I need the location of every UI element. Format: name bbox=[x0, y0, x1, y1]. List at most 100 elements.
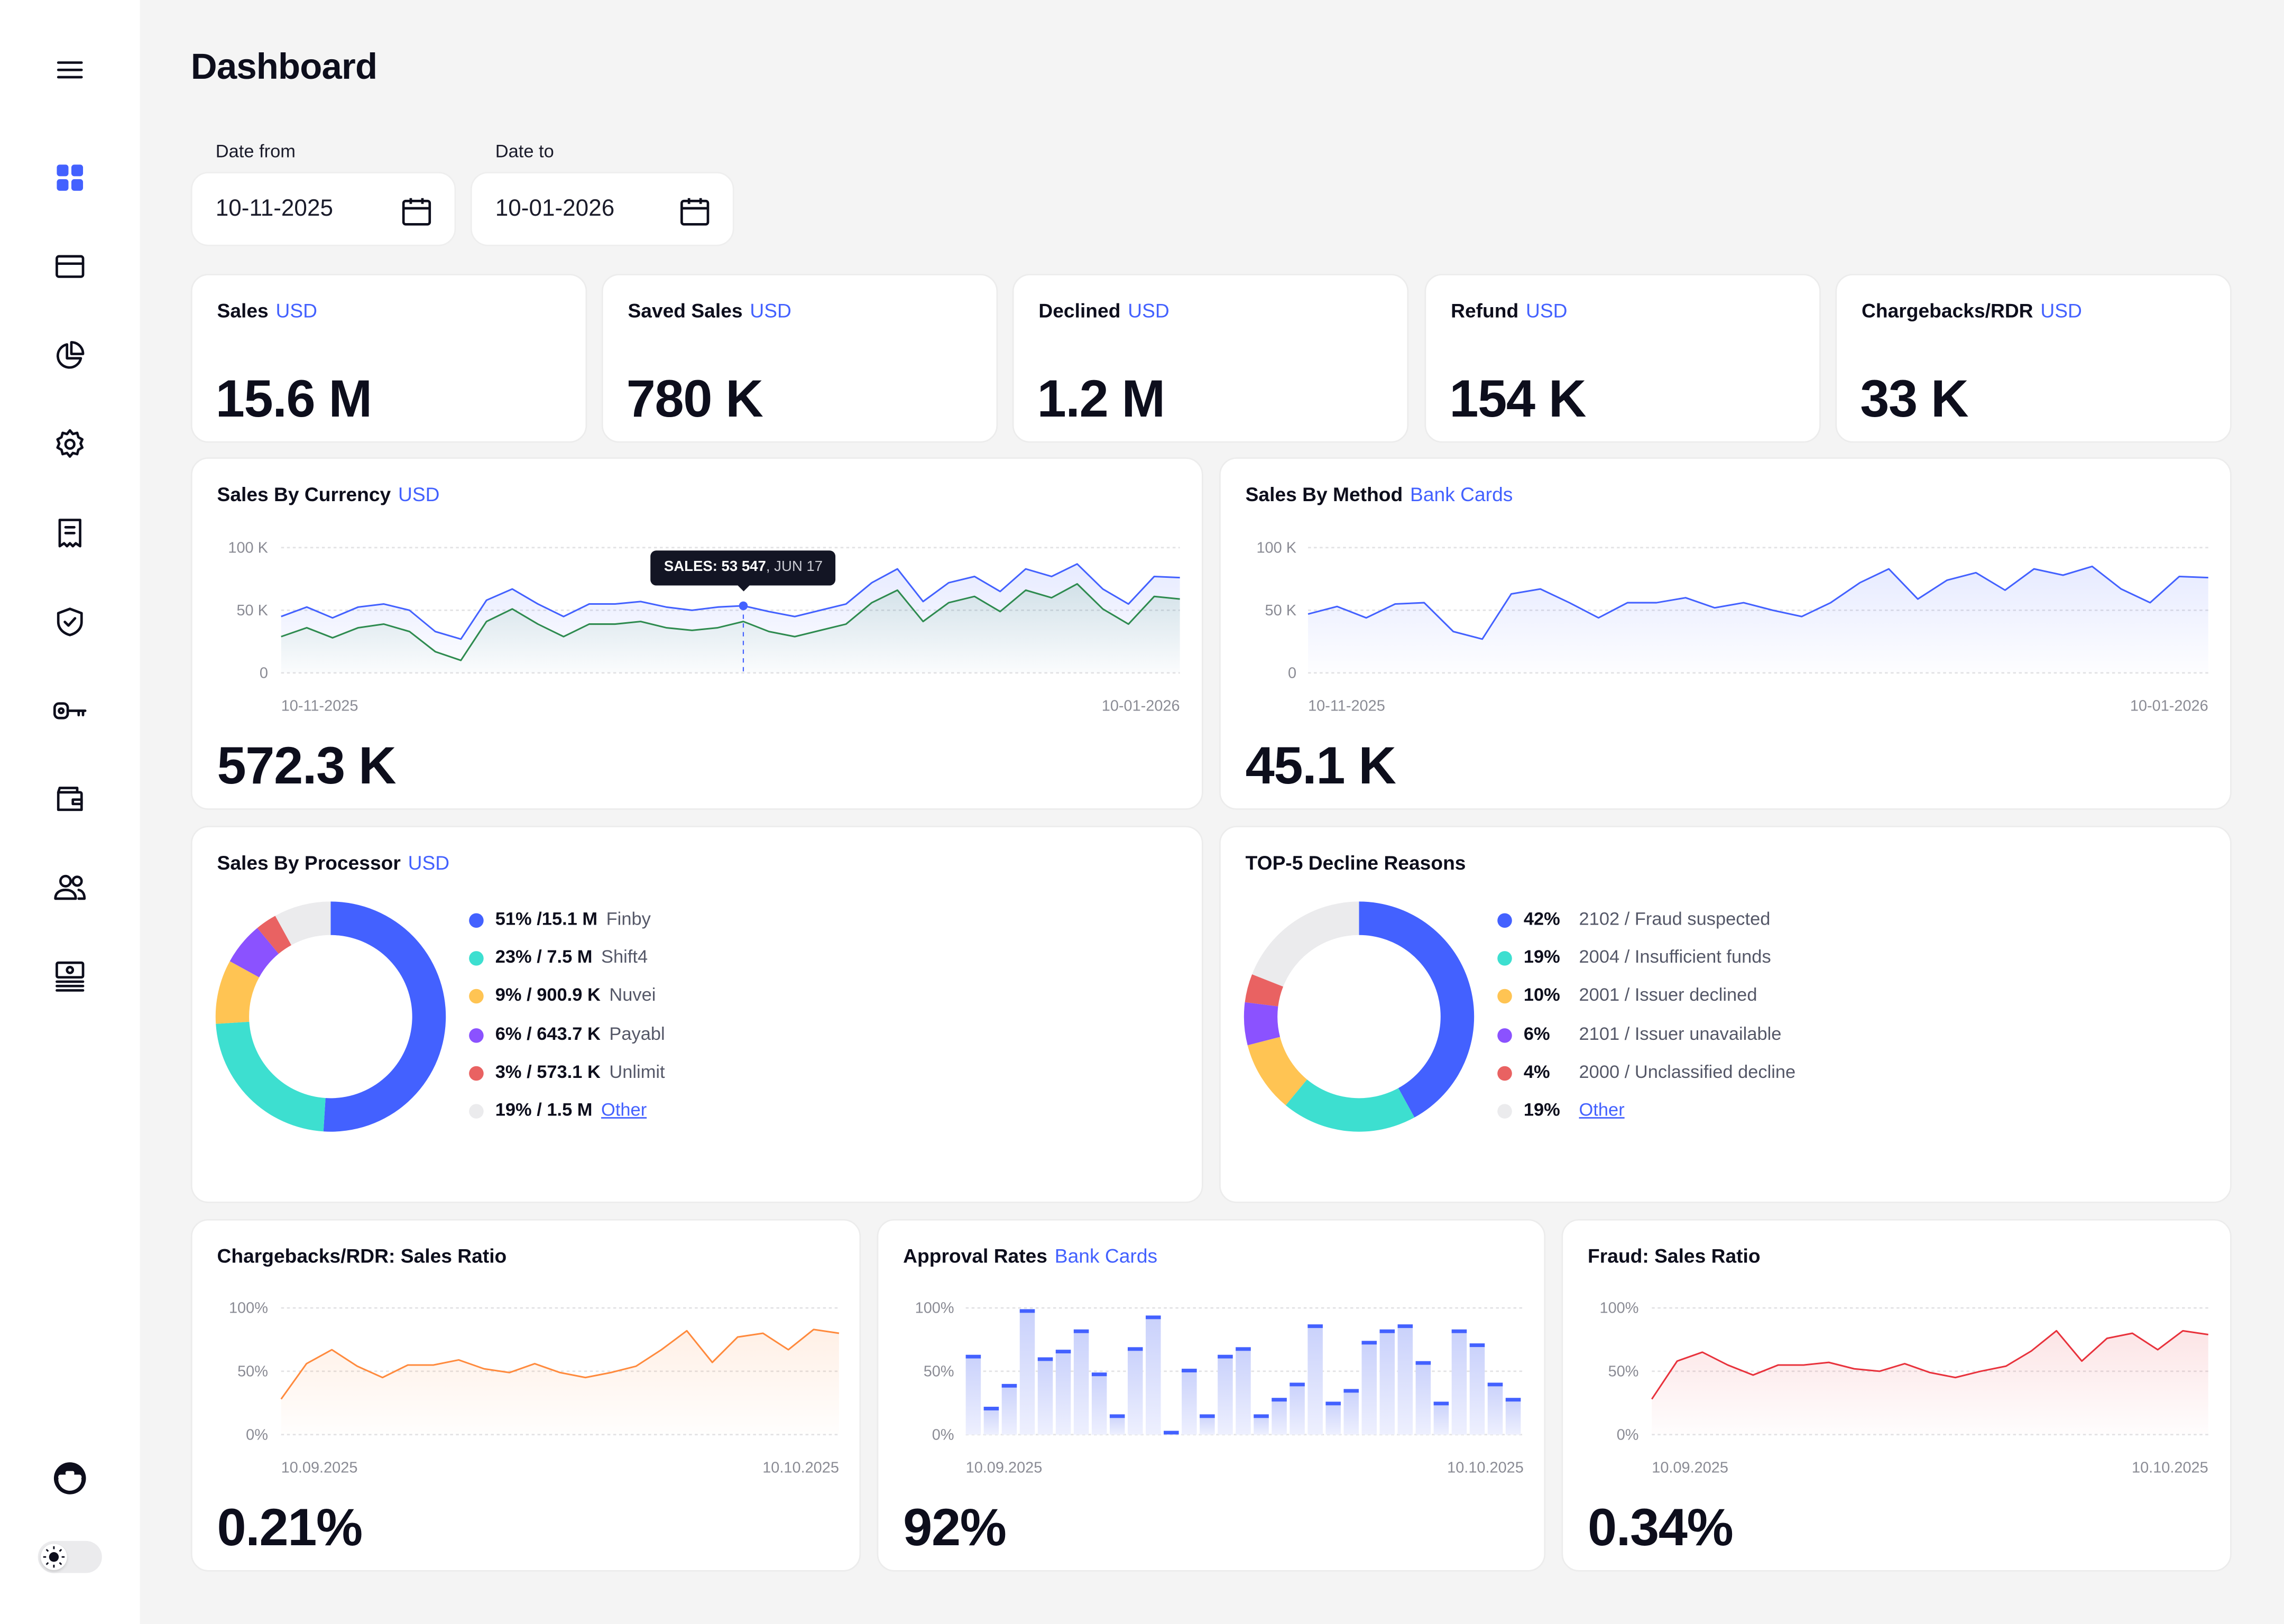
date-to-input[interactable]: 10-01-2026 bbox=[470, 172, 734, 246]
total-value: 92% bbox=[903, 1497, 1007, 1557]
donut-slice[interactable] bbox=[229, 928, 279, 977]
bar[interactable] bbox=[1343, 1389, 1359, 1435]
y-tick-label: 0 bbox=[260, 665, 268, 681]
bar[interactable] bbox=[965, 1354, 981, 1435]
donut-slice[interactable] bbox=[323, 901, 446, 1132]
wallet-icon[interactable] bbox=[52, 782, 87, 817]
bar[interactable] bbox=[1433, 1401, 1449, 1435]
series-line[interactable] bbox=[281, 583, 1180, 661]
bar[interactable] bbox=[1127, 1347, 1143, 1435]
donut-slice[interactable] bbox=[1244, 1002, 1281, 1046]
chargebacks-ratio-chart[interactable]: 0% 50% 100% 10.09.2025 10.10.2025 bbox=[192, 1221, 861, 1572]
bar[interactable] bbox=[1272, 1398, 1287, 1435]
bar[interactable] bbox=[1469, 1343, 1485, 1435]
bar-cap bbox=[1433, 1401, 1449, 1406]
bar[interactable] bbox=[1307, 1324, 1323, 1435]
series-line[interactable] bbox=[281, 563, 1180, 640]
bar[interactable] bbox=[1487, 1382, 1503, 1435]
legend-dot bbox=[469, 951, 484, 966]
legend-dot bbox=[1497, 989, 1512, 1004]
bar[interactable] bbox=[1451, 1329, 1467, 1435]
pie-chart-icon[interactable] bbox=[52, 338, 87, 373]
donut-slice[interactable] bbox=[215, 961, 260, 1024]
theme-toggle[interactable] bbox=[38, 1540, 102, 1573]
donut-slice[interactable] bbox=[275, 901, 331, 945]
legend-value: 19% / 1.5 M Other bbox=[495, 1100, 647, 1120]
series-area bbox=[281, 1329, 839, 1435]
bar-cap bbox=[1272, 1398, 1287, 1402]
other-link[interactable]: Other bbox=[1579, 1100, 1625, 1120]
sales-by-method-chart[interactable]: 0 50 K 100 K 10-11-2025 10-01-2026 bbox=[1221, 459, 2232, 810]
donut-slice[interactable] bbox=[1247, 1037, 1307, 1105]
menu-icon[interactable] bbox=[52, 52, 87, 87]
bar-cap bbox=[1290, 1382, 1305, 1387]
bar-cap bbox=[1343, 1389, 1359, 1393]
donut-slice[interactable] bbox=[216, 1021, 326, 1132]
series-area bbox=[1652, 1331, 2208, 1435]
dashboard-grid-icon[interactable] bbox=[52, 160, 87, 195]
chargebacks-ratio-card: Chargebacks/RDR: Sales Ratio 0% 50% 100% 10… bbox=[190, 1219, 861, 1572]
bar[interactable] bbox=[1001, 1383, 1017, 1435]
donut-slice[interactable] bbox=[1285, 1079, 1415, 1132]
bar[interactable] bbox=[1290, 1382, 1305, 1435]
bar[interactable] bbox=[1073, 1329, 1089, 1435]
donut-slice[interactable] bbox=[257, 916, 292, 954]
donut-slice[interactable] bbox=[1252, 901, 1359, 987]
users-icon[interactable] bbox=[52, 870, 87, 905]
bar-cap bbox=[1182, 1369, 1197, 1373]
total-value: 0.34% bbox=[1588, 1497, 1734, 1557]
shield-check-icon[interactable] bbox=[52, 604, 87, 639]
bar[interactable] bbox=[1415, 1361, 1431, 1435]
bar[interactable] bbox=[1091, 1372, 1107, 1435]
y-tick-label: 50% bbox=[1608, 1363, 1639, 1380]
decline-reasons-donut[interactable] bbox=[1221, 827, 2232, 1203]
series-line[interactable] bbox=[1307, 565, 2208, 640]
x-tick-label: 10.10.2025 bbox=[762, 1459, 839, 1476]
sales-by-currency-chart[interactable]: 0 50 K 100 K 10-11-2025 10-01-2026 bbox=[192, 459, 1203, 810]
calendar-icon[interactable] bbox=[399, 193, 434, 228]
bar[interactable] bbox=[1182, 1369, 1197, 1435]
legend-dot bbox=[469, 1066, 484, 1081]
y-tick-label: 0% bbox=[932, 1426, 954, 1443]
bar-cap bbox=[1325, 1401, 1341, 1406]
sun-icon bbox=[41, 1544, 67, 1570]
bar[interactable] bbox=[1037, 1357, 1053, 1435]
series-line[interactable] bbox=[280, 1328, 840, 1400]
legend-value: 3% / 573.1 K Unlimit bbox=[495, 1061, 665, 1082]
briefcase-avatar-icon[interactable] bbox=[52, 1461, 87, 1496]
legend-dot bbox=[1497, 1027, 1512, 1042]
monitor-list-icon[interactable] bbox=[52, 958, 87, 993]
bar[interactable] bbox=[1019, 1309, 1035, 1435]
legend-value: 42% bbox=[1523, 909, 1560, 929]
key-icon[interactable] bbox=[52, 693, 87, 728]
bar[interactable] bbox=[1055, 1350, 1071, 1435]
series-line[interactable] bbox=[1651, 1330, 2208, 1400]
bar[interactable] bbox=[1379, 1329, 1395, 1435]
calendar-icon[interactable] bbox=[677, 193, 712, 228]
sales-by-processor-donut[interactable] bbox=[192, 827, 1203, 1203]
approval-rates-chart[interactable]: 0% 50% 100% 10.09.2025 10.10.2025 bbox=[878, 1221, 1545, 1572]
other-link[interactable]: Other bbox=[601, 1100, 647, 1120]
fraud-ratio-chart[interactable]: 0% 50% 100% 10.09.2025 10.10.2025 bbox=[1563, 1221, 2232, 1572]
bar[interactable] bbox=[983, 1407, 999, 1435]
receipt-icon[interactable] bbox=[52, 515, 87, 550]
kpi-label: Chargebacks/RDR USD bbox=[1862, 300, 2082, 322]
y-tick-label: 50 K bbox=[236, 602, 268, 619]
bar[interactable] bbox=[1397, 1324, 1413, 1435]
bar[interactable] bbox=[1218, 1354, 1233, 1435]
bar[interactable] bbox=[1325, 1401, 1341, 1435]
bar[interactable] bbox=[1361, 1341, 1377, 1435]
bar-cap bbox=[1200, 1414, 1215, 1418]
gear-icon[interactable] bbox=[52, 427, 87, 462]
donut-slice[interactable] bbox=[1359, 901, 1475, 1118]
date-from-input[interactable]: 10-11-2025 bbox=[190, 172, 456, 246]
legend-value: 19% bbox=[1523, 947, 1560, 967]
bar[interactable] bbox=[1236, 1347, 1251, 1435]
card-title: Sales By Method Bank Cards bbox=[1245, 483, 1513, 506]
card-icon[interactable] bbox=[52, 249, 87, 284]
donut-slice[interactable] bbox=[1245, 974, 1284, 1007]
y-tick-label: 100% bbox=[229, 1300, 268, 1317]
bar[interactable] bbox=[1146, 1315, 1161, 1435]
bar[interactable] bbox=[1505, 1398, 1521, 1435]
